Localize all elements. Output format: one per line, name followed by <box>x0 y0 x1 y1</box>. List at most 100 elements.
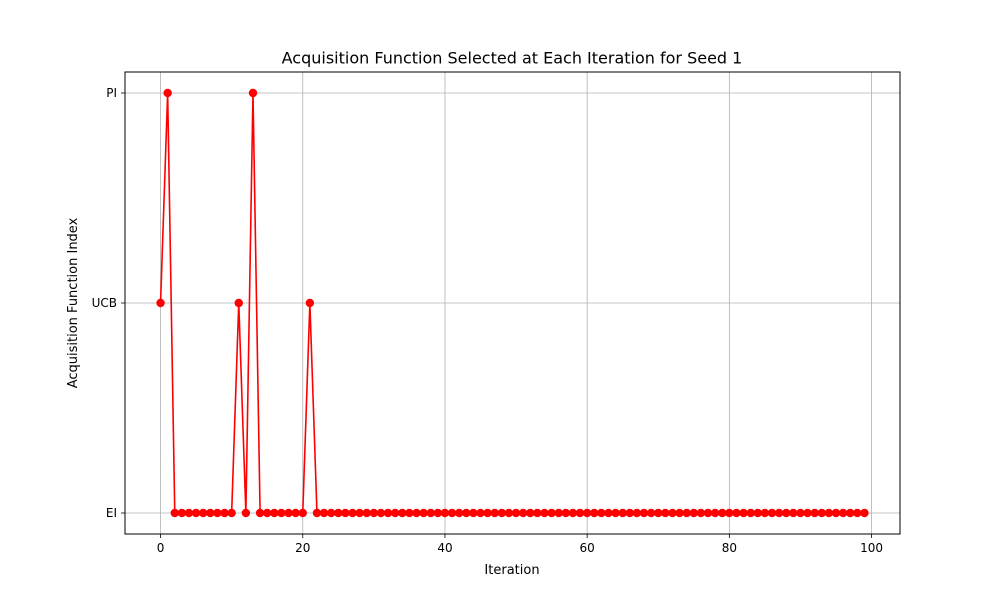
data-point <box>291 508 300 518</box>
data-point <box>419 508 428 518</box>
data-point <box>853 508 862 518</box>
data-point <box>661 508 670 518</box>
data-point <box>554 508 563 518</box>
data-point <box>590 508 599 518</box>
data-point <box>469 508 478 518</box>
y-tick-label: PI <box>106 86 117 100</box>
data-point <box>284 508 293 518</box>
data-point <box>846 508 855 518</box>
data-point <box>263 508 272 518</box>
data-point <box>440 508 450 518</box>
data-point <box>639 508 649 518</box>
data-point <box>319 508 329 518</box>
data-point <box>668 508 677 518</box>
data-point <box>476 508 485 518</box>
y-axis-ticks: EI UCB PI <box>92 86 125 520</box>
data-point <box>369 508 379 518</box>
data-point <box>710 508 720 518</box>
data-point <box>270 508 279 518</box>
data-point <box>426 508 435 518</box>
data-point <box>163 88 172 98</box>
data-point <box>241 508 251 518</box>
data-point <box>582 508 592 518</box>
data-point <box>632 508 642 518</box>
x-tick-label: 40 <box>437 541 452 555</box>
x-tick-label: 60 <box>580 541 595 555</box>
data-point <box>227 508 236 518</box>
data-point <box>170 508 179 518</box>
data-point <box>199 508 208 518</box>
data-point <box>810 508 819 518</box>
x-tick-label: 20 <box>295 541 310 555</box>
data-point <box>611 508 620 518</box>
data-point <box>511 508 521 518</box>
data-point <box>682 508 691 518</box>
data-point <box>156 298 165 308</box>
x-axis-label: Iteration <box>484 563 539 578</box>
data-point <box>348 508 357 518</box>
data-point <box>533 508 542 518</box>
y-tick-label: EI <box>106 506 117 520</box>
data-point <box>796 508 805 518</box>
data-point <box>326 508 336 518</box>
data-point <box>746 508 755 518</box>
data-point <box>597 508 606 518</box>
data-point <box>447 508 457 518</box>
data-point <box>824 508 834 518</box>
y-tick-label: UCB <box>92 296 117 310</box>
data-point <box>774 508 784 518</box>
data-point <box>782 508 791 518</box>
x-axis-ticks: 0 20 40 60 80 100 <box>157 534 883 555</box>
data-point <box>355 508 364 518</box>
data-point <box>504 508 514 518</box>
data-point <box>767 508 777 518</box>
data-point <box>625 508 635 518</box>
data-point <box>526 508 535 518</box>
data-point <box>248 88 258 98</box>
x-tick-label: 0 <box>157 541 165 555</box>
data-point <box>540 508 549 518</box>
data-point <box>305 298 315 308</box>
data-point <box>732 508 741 518</box>
data-point <box>362 508 371 518</box>
data-point <box>462 508 471 518</box>
chart-title: Acquisition Function Selected at Each It… <box>282 49 743 68</box>
y-axis-label: Acquisition Function Index <box>66 217 81 388</box>
data-point <box>390 508 400 518</box>
data-point <box>255 508 265 518</box>
data-point <box>803 508 812 518</box>
data-point <box>860 508 869 518</box>
data-point <box>206 508 215 518</box>
data-point <box>383 508 393 518</box>
data-point <box>718 508 727 518</box>
x-tick-label: 80 <box>722 541 737 555</box>
data-point <box>618 508 627 518</box>
data-point <box>831 508 841 518</box>
data-point <box>789 508 798 518</box>
data-point <box>376 508 386 518</box>
data-point <box>234 298 243 308</box>
data-point <box>604 508 613 518</box>
data-point <box>561 508 571 518</box>
data-point <box>298 508 307 518</box>
data-point <box>753 508 762 518</box>
data-point <box>725 508 734 518</box>
data-point <box>483 508 492 518</box>
data-point <box>654 508 663 518</box>
data-point <box>689 508 699 518</box>
data-point <box>518 508 528 518</box>
data-point <box>277 508 286 518</box>
x-tick-label: 100 <box>860 541 883 555</box>
data-point <box>703 508 713 518</box>
data-point <box>547 508 556 518</box>
data-point <box>568 508 578 518</box>
data-point <box>398 508 407 518</box>
data-point <box>817 508 826 518</box>
data-point <box>675 508 684 518</box>
data-point <box>497 508 507 518</box>
data-point <box>454 508 464 518</box>
data-point <box>646 508 656 518</box>
data-point <box>696 508 706 518</box>
data-point <box>334 508 343 518</box>
